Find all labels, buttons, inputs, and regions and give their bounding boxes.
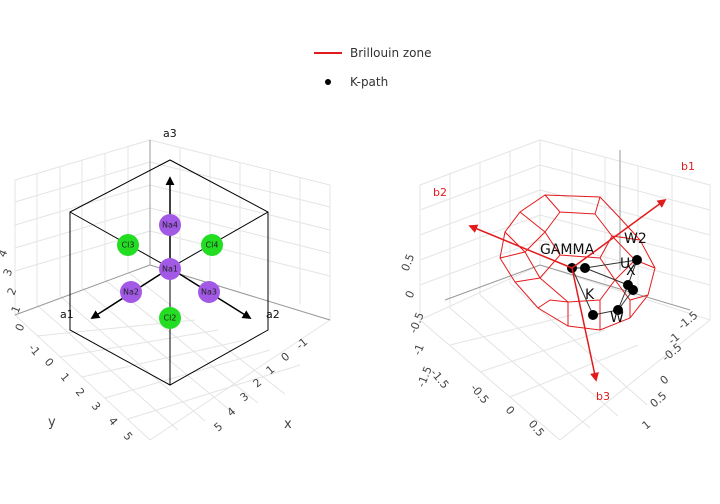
x-tick: -1 [294,335,311,352]
k-path: GAMMA W2 X U K W [540,231,647,326]
x-tick: 3 [238,390,252,404]
y-tick: 4 [106,415,120,429]
x-tick: 0 [279,350,293,364]
y-tick: 5 [121,430,135,444]
atom-marker [159,307,181,329]
z-tick: 1 [9,304,24,315]
x-tick: 0 [658,373,672,387]
svg-text:Na4: Na4 [162,221,178,230]
atom-marker [120,281,142,303]
atom-na4[interactable]: Na4 [159,214,181,236]
right-axis-x: -1.5 -1 -0.5 0 0.5 1 [640,309,701,433]
kpoint-marker-w2[interactable] [632,255,642,265]
kpoint-label-w: W [610,310,624,326]
z-tick: 3 [1,267,16,278]
legend-label: Brillouin zone [350,46,432,60]
left-scene[interactable]: a1 a2 a3 Cl3 Na4 Cl4 [0,127,331,444]
right-grid [419,139,711,441]
x-tick: 1 [640,418,654,432]
kpoint-marker-k[interactable] [588,310,598,320]
legend-item-brillouin-zone[interactable]: Brillouin zone [314,46,432,60]
atom-marker [159,258,181,280]
atoms[interactable]: Cl3 Na4 Cl4 Na1 Na2 [117,214,223,329]
y-axis-title: y [48,415,56,430]
reciprocal-label-b3: b3 [596,390,610,403]
x-tick: 5 [212,420,226,434]
svg-text:Cl3: Cl3 [122,241,135,250]
reciprocal-label-b1: b1 [681,160,695,173]
y-tick: 1 [58,371,72,385]
z-tick: 0 [403,289,418,300]
left-grid [14,139,331,441]
y-tick: -0.5 [468,382,492,407]
lattice-label-a3: a3 [163,127,177,140]
reciprocal-vector-b3 [571,267,599,382]
legend-dot-icon [325,79,331,85]
svg-text:Na2: Na2 [123,288,139,297]
atom-cl4[interactable]: Cl4 [201,234,223,256]
y-tick: 0 [503,404,517,418]
svg-text:Na3: Na3 [201,288,217,297]
reciprocal-label-b2: b2 [433,186,447,199]
right-scene[interactable]: GAMMA W2 X U K W b1 b2 b3 0.5 0 -0.5 [399,139,711,441]
lattice-label-a1: a1 [60,308,74,321]
z-tick: 0.5 [399,252,418,273]
x-axis-title: x [284,417,292,432]
atom-marker [117,234,139,256]
kpoint-label-gamma: GAMMA [540,242,595,258]
atom-marker [201,234,223,256]
left-axis-z: 4 3 2 1 0 [0,248,27,333]
kpoint-marker-x-near[interactable] [580,263,590,273]
z-tick: -1 [411,342,427,357]
atom-cl2[interactable]: Cl2 [159,307,181,329]
y-tick: 2 [73,386,87,400]
kpoint-label-u: U [620,256,630,272]
legend-item-k-path[interactable]: K-path [325,75,388,89]
x-tick: 2 [251,376,265,390]
kpoint-label-x: X [626,263,636,279]
y-tick: 3 [89,400,103,414]
atom-marker [198,281,220,303]
lattice-label-a2: a2 [266,308,280,321]
svg-text:Cl4: Cl4 [206,241,219,250]
atom-na3[interactable]: Na3 [198,281,220,303]
x-tick: 1 [264,363,278,377]
legend[interactable]: Brillouin zone K-path [314,46,432,89]
atom-marker [159,214,181,236]
x-tick: 0.5 [648,389,670,410]
z-tick: 2 [5,286,20,297]
atom-na2[interactable]: Na2 [120,281,142,303]
right-axis-z: 0.5 0 -0.5 -1 -1.5 [399,252,435,389]
reciprocal-vector-b1 [571,198,667,269]
y-tick: 0.5 [526,418,547,440]
svg-text:Cl2: Cl2 [164,314,177,323]
x-tick: -1.5 [676,309,701,333]
reciprocal-vectors: b1 b2 b3 [433,160,695,403]
left-axis-x: -1 0 1 2 3 4 5 x [212,335,311,434]
legend-label: K-path [350,75,388,89]
reciprocal-vector-b2 [468,224,573,269]
kpoint-label-w2: W2 [624,231,647,247]
kpoint-marker-w[interactable] [613,305,623,315]
x-tick: 4 [225,405,239,419]
kpoint-label-k: K [585,287,595,303]
svg-text:Na1: Na1 [162,265,178,274]
z-tick: 0 [13,322,28,333]
y-tick: 0 [42,356,56,370]
atom-na1[interactable]: Na1 [159,258,181,280]
z-tick: 4 [0,248,10,259]
brillouin-zone [499,194,656,331]
kpoint-marker-x[interactable] [628,285,638,295]
atom-cl3[interactable]: Cl3 [117,234,139,256]
y-tick: -1 [26,342,43,359]
